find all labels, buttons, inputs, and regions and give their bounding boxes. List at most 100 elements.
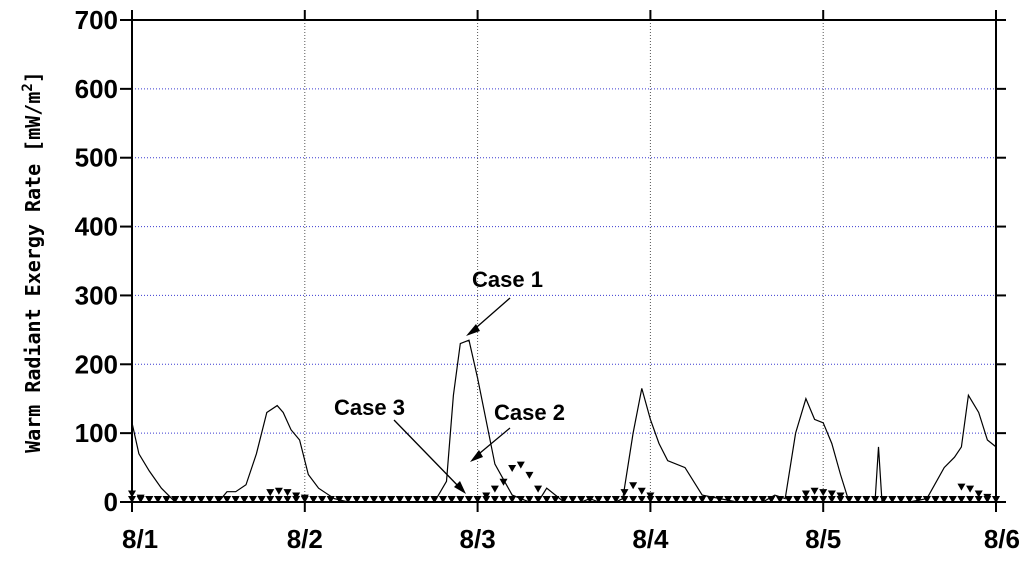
point-case-3 — [153, 496, 162, 503]
point-case-3 — [983, 493, 992, 501]
annotation-case-1: Case 1 — [472, 267, 543, 292]
point-case-3 — [750, 496, 759, 503]
x-tick-labels: 8/1 8/2 8/3 8/4 8/5 8/6 — [122, 524, 1020, 554]
point-case-3 — [637, 487, 646, 495]
point-case-3 — [551, 496, 560, 503]
point-case-3 — [940, 496, 949, 503]
point-case-3 — [482, 496, 491, 503]
point-case-3 — [542, 496, 551, 503]
point-case-3 — [966, 485, 975, 493]
point-case-3 — [741, 496, 750, 503]
point-case-3 — [171, 496, 180, 503]
point-case-3 — [974, 490, 983, 498]
point-case-3 — [663, 496, 672, 503]
x-tick-label: 8/1 — [122, 524, 158, 554]
point-case-3 — [879, 496, 888, 503]
y-axis-label-end: ] — [21, 71, 45, 83]
point-case-3 — [274, 487, 283, 495]
point-case-2 — [266, 496, 275, 503]
point-case-3 — [352, 496, 361, 503]
point-case-3 — [447, 496, 456, 503]
point-case-3 — [706, 496, 715, 503]
point-case-3 — [464, 496, 473, 503]
point-case-3 — [516, 496, 525, 503]
point-case-2 — [490, 485, 499, 493]
point-case-3 — [266, 489, 275, 497]
point-case-3 — [732, 496, 741, 503]
point-case-3 — [810, 487, 819, 495]
point-case-3 — [819, 489, 828, 497]
point-case-2 — [274, 496, 283, 503]
point-case-3 — [387, 496, 396, 503]
point-case-3 — [473, 496, 482, 503]
point-case-3 — [724, 496, 733, 503]
point-case-2 — [966, 496, 975, 503]
point-case-3 — [758, 496, 767, 503]
point-case-3 — [836, 492, 845, 500]
y-tick-label: 300 — [75, 280, 118, 310]
arrowhead-case-1 — [466, 324, 480, 336]
point-case-3 — [430, 496, 439, 503]
point-case-3 — [292, 492, 301, 500]
series-layer — [128, 339, 1000, 503]
point-case-3 — [205, 496, 214, 503]
point-case-3 — [318, 496, 327, 503]
annotation-arrow-case-3 — [393, 419, 463, 491]
point-case-3 — [914, 496, 923, 503]
point-case-2 — [827, 496, 836, 503]
point-case-3 — [931, 496, 940, 503]
plot-frame — [131, 19, 997, 503]
tick-marks — [120, 10, 1006, 512]
point-case-3 — [534, 496, 543, 503]
point-case-2 — [974, 496, 983, 503]
point-case-3 — [862, 496, 871, 503]
point-case-3 — [439, 496, 448, 503]
point-case-3 — [655, 496, 664, 503]
annotation-case-2: Case 2 — [494, 400, 565, 425]
point-case-3 — [369, 496, 378, 503]
point-case-3 — [335, 496, 344, 503]
point-case-3 — [162, 496, 171, 503]
arrowhead-case-2 — [470, 450, 483, 462]
point-case-3 — [871, 496, 880, 503]
point-case-2 — [283, 496, 292, 503]
point-case-3 — [620, 489, 629, 497]
point-case-3 — [680, 496, 689, 503]
point-case-3 — [508, 496, 517, 503]
point-case-3 — [776, 496, 784, 503]
point-case-3 — [611, 496, 620, 503]
x-tick-label: 8/2 — [287, 524, 323, 554]
y-axis-label-main: Warm Radiant Exergy Rate [mW/m — [21, 92, 45, 453]
point-case-3 — [585, 496, 594, 503]
point-case-3 — [801, 490, 810, 498]
point-case-2 — [508, 465, 517, 473]
y-axis-label-sup: 2 — [20, 83, 36, 91]
point-case-3 — [197, 496, 206, 503]
arrowhead-case-3 — [454, 481, 466, 494]
point-case-3 — [309, 496, 318, 503]
point-case-3 — [223, 496, 232, 503]
point-case-3 — [853, 496, 862, 503]
point-case-3 — [283, 489, 292, 497]
y-tick-labels: 0 100 200 300 400 500 600 700 — [75, 5, 118, 517]
point-case-3 — [395, 496, 404, 503]
point-case-3 — [145, 496, 154, 503]
x-tick-label: 8/4 — [632, 524, 669, 554]
point-case-3 — [257, 496, 266, 503]
point-case-3 — [715, 496, 724, 503]
x-tick-label: 8/3 — [460, 524, 496, 554]
point-case-3 — [793, 496, 802, 503]
point-case-2 — [819, 496, 828, 503]
point-case-3 — [188, 496, 197, 503]
point-case-2 — [810, 496, 819, 503]
point-case-3 — [361, 496, 370, 503]
point-case-3 — [957, 483, 966, 491]
y-tick-label: 200 — [75, 349, 118, 379]
point-case-3 — [827, 490, 836, 498]
y-tick-label: 0 — [104, 487, 118, 517]
grid-lines — [132, 20, 996, 502]
point-case-2 — [801, 496, 810, 503]
point-case-3 — [136, 494, 145, 502]
point-case-3 — [568, 496, 577, 503]
point-case-3 — [948, 496, 957, 503]
